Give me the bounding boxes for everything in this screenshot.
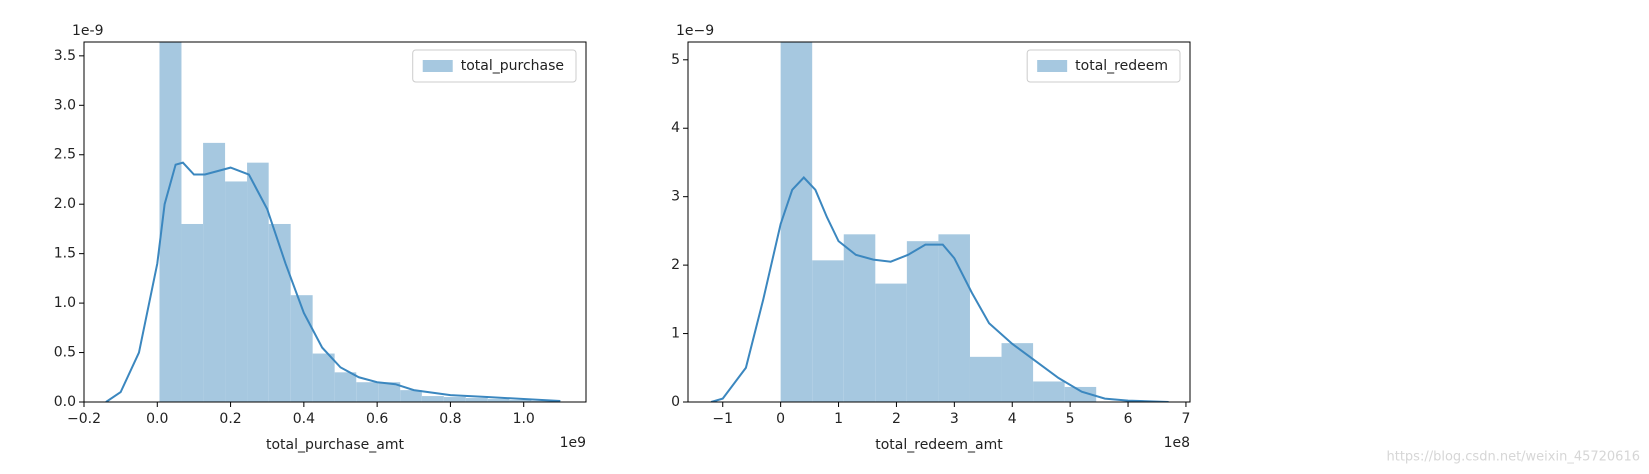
histogram-bar: [421, 396, 444, 402]
histogram-bar: [290, 295, 313, 402]
x-tick-label: 2: [892, 411, 901, 427]
y-tick-label: 3.0: [54, 97, 76, 113]
x-tick-label: 3: [950, 411, 959, 427]
histogram-bar: [443, 397, 466, 402]
x-tick-label: 0.4: [293, 411, 315, 427]
histogram-bar: [1033, 381, 1065, 402]
x-tick-label: 1.0: [513, 411, 535, 427]
x-tick-label: 0.2: [219, 411, 241, 427]
x-axis-label: total_purchase_amt: [266, 437, 404, 453]
y-tick-label: 1.5: [54, 246, 76, 262]
x-tick-label: 0: [776, 411, 785, 427]
histogram-bar: [938, 234, 970, 402]
kde-line: [105, 161, 561, 402]
legend-box: [412, 49, 577, 83]
y-offset-text: 1e−9: [676, 23, 714, 39]
histogram-bar: [247, 162, 269, 402]
legend-label: total_redeem: [1075, 58, 1168, 74]
legend-box: [1026, 49, 1181, 83]
histogram-bar: [203, 142, 226, 402]
legend-patch: [422, 60, 453, 72]
histogram-bar: [400, 390, 422, 402]
plot-area: [710, 42, 1169, 402]
histogram-bar: [356, 382, 379, 402]
histogram-bar: [843, 234, 876, 402]
histogram-bar: [969, 356, 1002, 402]
y-tick-label: 0: [671, 394, 680, 410]
kde-line: [710, 176, 1169, 402]
y-tick-label: 0.0: [54, 394, 76, 410]
y-tick-label: 4: [671, 120, 680, 136]
y-tick-label: 0.5: [54, 345, 76, 361]
y-tick-label: 2.5: [54, 147, 76, 163]
y-tick-label: 5: [671, 52, 680, 68]
histogram-bar: [1064, 386, 1097, 402]
x-offset-text: 1e9: [560, 435, 586, 451]
axes-frame: [687, 41, 1191, 403]
histogram-bar: [875, 283, 907, 402]
x-tick-label: 6: [1124, 411, 1133, 427]
histogram-bar: [906, 241, 939, 402]
x-axis-label: total_redeem_amt: [875, 437, 1003, 453]
histogram-bar: [465, 398, 488, 402]
x-tick-label: 1: [834, 411, 843, 427]
y-tick-label: 3: [671, 189, 680, 205]
x-tick-label: 4: [1008, 411, 1017, 427]
y-tick-label: 1.0: [54, 295, 76, 311]
histogram-bar: [378, 382, 401, 402]
x-tick-label: 5: [1066, 411, 1075, 427]
legend-label: total_purchase: [461, 58, 564, 74]
watermark: https://blog.csdn.net/weixin_45720616: [1386, 450, 1640, 465]
x-tick-label: 0.6: [366, 411, 388, 427]
y-tick-label: 1: [671, 326, 680, 342]
histogram-bar: [181, 223, 204, 402]
x-tick-label: 0.8: [439, 411, 461, 427]
histogram-bar: [312, 353, 335, 402]
histogram-bar: [812, 260, 844, 402]
x-tick-label: 7: [1181, 411, 1190, 427]
y-tick-label: 2: [671, 257, 680, 273]
y-tick-label: 3.5: [54, 48, 76, 64]
plot-area: [105, 42, 561, 402]
histogram-bar: [268, 223, 291, 402]
x-tick-label: 0.0: [146, 411, 168, 427]
histogram-bar: [780, 42, 813, 402]
x-offset-text: 1e8: [1164, 435, 1190, 451]
y-offset-text: 1e-9: [72, 23, 103, 39]
legend-patch: [1037, 60, 1068, 72]
x-tick-label: −0.2: [67, 411, 101, 427]
histogram-bar: [159, 42, 182, 402]
histogram-bar: [509, 400, 532, 402]
histogram-bar: [1001, 343, 1034, 402]
histogram-bar: [334, 372, 357, 402]
histogram-bar: [487, 399, 510, 402]
axes-frame: [83, 41, 587, 403]
x-tick-label: −1: [712, 411, 733, 427]
y-tick-label: 2.0: [54, 196, 76, 212]
histogram-bar: [225, 181, 248, 402]
